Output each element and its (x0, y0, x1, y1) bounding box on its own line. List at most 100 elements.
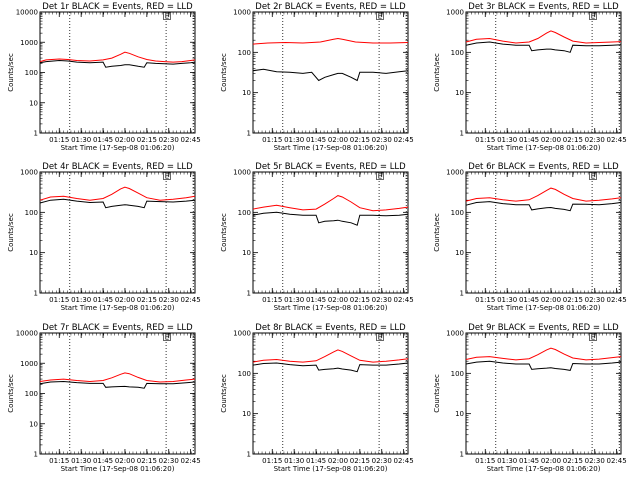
x-tick-label: 02:45 (181, 457, 201, 465)
y-axis-label: Counts/sec (7, 213, 15, 252)
x-tick-label: 02:30 (159, 457, 179, 465)
chart-title: Det 7r BLACK = Events, RED = LLD (42, 323, 193, 333)
y-tick-label: 1 (460, 451, 464, 459)
plot-frame (465, 171, 622, 294)
chart-title: Det 6r BLACK = Events, RED = LLD (468, 162, 619, 172)
x-tick-label: 02:45 (181, 136, 201, 144)
x-axis-label: Start Time (17-Sep-08 01:06:20) (487, 465, 601, 473)
series-line-lld (465, 187, 622, 202)
chart-title: Det 3r BLACK = Events, RED = LLD (468, 2, 619, 12)
x-tick-label: 02:45 (607, 457, 627, 465)
series-line-events (465, 201, 622, 212)
series-line-lld (252, 37, 409, 45)
y-tick-label: 1 (247, 451, 251, 459)
y-axis-label: Counts/sec (220, 53, 228, 92)
chart-title: Det 4r BLACK = Events, RED = LLD (42, 162, 193, 172)
x-tick-label: 02:15 (563, 296, 583, 304)
marker-label: E (378, 334, 382, 342)
x-tick-label: 02:30 (372, 296, 392, 304)
series-line-events (39, 380, 196, 389)
y-tick-label: 1000 (233, 9, 251, 17)
x-tick-label: 01:15 (49, 296, 69, 304)
x-tick-label: 02:45 (394, 457, 414, 465)
chart-title: Det 9r BLACK = Events, RED = LLD (468, 323, 619, 333)
x-tick-label: 01:30 (497, 457, 517, 465)
chart-title: Det 8r BLACK = Events, RED = LLD (255, 323, 406, 333)
plot-frame (252, 11, 409, 134)
y-axis-label: Counts/sec (220, 374, 228, 413)
x-tick-label: 02:00 (115, 296, 135, 304)
x-tick-label: 02:30 (159, 136, 179, 144)
marker-label: E (378, 13, 382, 21)
y-tick-label: 10000 (16, 9, 38, 17)
x-tick-label: 01:30 (71, 457, 91, 465)
x-tick-label: 02:00 (328, 136, 348, 144)
x-tick-label: 01:45 (93, 296, 113, 304)
x-tick-label: 02:00 (541, 457, 561, 465)
x-tick-label: 01:15 (262, 296, 282, 304)
y-tick-label: 100 (451, 209, 464, 217)
marker-label: E (591, 173, 595, 181)
x-tick-label: 02:15 (563, 136, 583, 144)
x-tick-label: 02:45 (607, 296, 627, 304)
x-tick-label: 01:45 (306, 136, 326, 144)
y-tick-label: 1 (34, 130, 38, 138)
x-tick-label: 02:30 (372, 457, 392, 465)
x-tick-label: 01:45 (306, 457, 326, 465)
series-line-lld (465, 30, 622, 44)
y-axis-label: Counts/sec (7, 374, 15, 413)
y-tick-label: 1 (460, 290, 464, 298)
series-line-lld (252, 349, 409, 363)
marker-box (589, 333, 597, 341)
x-tick-label: 01:15 (262, 136, 282, 144)
marker-box (163, 172, 171, 180)
x-tick-label: 02:00 (328, 296, 348, 304)
x-axis-label: Start Time (17-Sep-08 01:06:20) (487, 144, 601, 152)
series-line-events (465, 41, 622, 53)
y-tick-label: 1 (247, 290, 251, 298)
y-tick-label: 1000 (20, 39, 38, 47)
plot-frame (252, 332, 409, 455)
x-tick-label: 02:15 (563, 457, 583, 465)
x-tick-label: 02:00 (115, 136, 135, 144)
x-tick-label: 02:30 (585, 457, 605, 465)
x-tick-label: 01:15 (475, 457, 495, 465)
marker-label: E (165, 173, 169, 181)
plot-frame (465, 11, 622, 134)
x-tick-label: 02:45 (394, 136, 414, 144)
x-axis-label: Start Time (17-Sep-08 01:06:20) (274, 144, 388, 152)
series-line-lld (465, 347, 622, 361)
series-line-events (465, 360, 622, 371)
marker-label: E (165, 334, 169, 342)
plot-frame (252, 171, 409, 294)
y-tick-label: 10 (242, 410, 251, 418)
y-tick-label: 1 (247, 130, 251, 138)
series-line-lld (39, 186, 196, 201)
x-tick-label: 01:45 (93, 136, 113, 144)
x-tick-label: 02:15 (137, 296, 157, 304)
y-tick-label: 1000 (20, 169, 38, 177)
x-tick-label: 01:15 (49, 136, 69, 144)
marker-box (376, 333, 384, 341)
y-tick-label: 100 (25, 69, 38, 77)
series-line-lld (39, 372, 196, 383)
x-tick-label: 02:15 (137, 457, 157, 465)
y-axis-label: Counts/sec (220, 213, 228, 252)
y-tick-label: 100 (25, 390, 38, 398)
plot-frame (465, 332, 622, 455)
x-tick-label: 01:30 (284, 136, 304, 144)
y-axis-label: Counts/sec (433, 213, 441, 252)
x-tick-label: 02:30 (585, 136, 605, 144)
x-tick-label: 01:30 (284, 457, 304, 465)
y-tick-label: 1000 (233, 169, 251, 177)
marker-label: E (165, 13, 169, 21)
x-tick-label: 01:30 (71, 136, 91, 144)
x-tick-label: 02:45 (181, 296, 201, 304)
y-tick-label: 10 (29, 420, 38, 428)
x-tick-label: 02:00 (115, 457, 135, 465)
y-tick-label: 10 (242, 89, 251, 97)
